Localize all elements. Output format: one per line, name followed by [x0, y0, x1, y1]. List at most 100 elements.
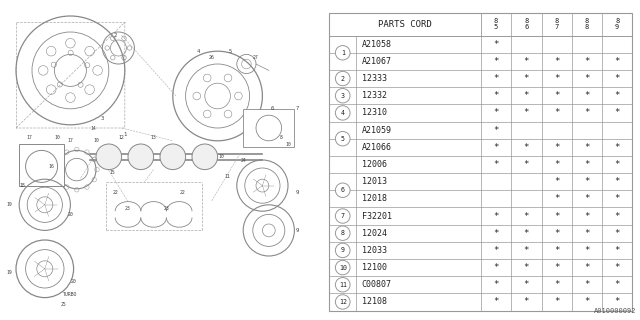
Text: 11: 11 [339, 282, 347, 288]
Text: *: * [493, 143, 499, 152]
Text: *: * [614, 57, 620, 66]
Text: 17: 17 [68, 138, 73, 143]
Text: 9: 9 [296, 189, 300, 195]
Text: *: * [524, 297, 529, 307]
Text: 6: 6 [270, 106, 274, 111]
Text: *: * [524, 246, 529, 255]
Text: 18: 18 [20, 183, 25, 188]
Text: *: * [554, 280, 559, 289]
Text: 16: 16 [49, 164, 54, 169]
Text: 12310: 12310 [362, 108, 387, 117]
Circle shape [335, 89, 350, 103]
Circle shape [335, 260, 350, 275]
Text: 12024: 12024 [362, 229, 387, 238]
Text: *: * [554, 194, 559, 203]
Text: 23: 23 [125, 205, 131, 211]
Text: *: * [554, 143, 559, 152]
Text: *: * [524, 229, 529, 238]
Text: *: * [524, 263, 529, 272]
Circle shape [335, 183, 350, 197]
Text: *: * [554, 91, 559, 100]
Text: 8
5: 8 5 [494, 18, 498, 30]
Text: 12332: 12332 [362, 91, 387, 100]
Text: *: * [614, 143, 620, 152]
Text: *: * [493, 229, 499, 238]
Text: 5: 5 [228, 49, 232, 54]
Text: 14: 14 [90, 125, 95, 131]
Text: *: * [614, 246, 620, 255]
Text: *: * [493, 280, 499, 289]
Text: 6: 6 [340, 187, 345, 193]
Text: *: * [614, 177, 620, 186]
Text: 10: 10 [218, 154, 223, 159]
Text: 22: 22 [180, 189, 185, 195]
Text: A21066: A21066 [362, 143, 392, 152]
Circle shape [335, 226, 350, 240]
Text: *: * [614, 212, 620, 220]
Text: 9: 9 [340, 247, 345, 253]
Text: 20: 20 [71, 279, 76, 284]
Text: *: * [554, 297, 559, 307]
Text: *: * [554, 246, 559, 255]
Text: *: * [614, 194, 620, 203]
Text: *: * [524, 143, 529, 152]
Text: *: * [554, 160, 559, 169]
Text: *: * [614, 229, 620, 238]
Circle shape [335, 132, 350, 146]
Text: 12013: 12013 [362, 177, 387, 186]
Text: *: * [584, 108, 589, 117]
Text: *: * [493, 212, 499, 220]
Text: 25: 25 [61, 301, 67, 307]
Circle shape [160, 144, 186, 170]
Text: *: * [493, 263, 499, 272]
Text: *: * [524, 108, 529, 117]
Text: *: * [524, 91, 529, 100]
Text: *: * [493, 91, 499, 100]
Text: *: * [584, 143, 589, 152]
Text: *: * [614, 280, 620, 289]
Bar [19, 144, 64, 186]
Text: PARTS CORD: PARTS CORD [378, 20, 432, 28]
Text: *: * [554, 74, 559, 83]
Circle shape [96, 144, 122, 170]
Text: *: * [584, 212, 589, 220]
Text: 4: 4 [340, 110, 345, 116]
Circle shape [335, 106, 350, 120]
Text: *: * [584, 74, 589, 83]
Text: 22: 22 [113, 189, 118, 195]
Text: *: * [614, 91, 620, 100]
Text: 10: 10 [285, 141, 291, 147]
Text: *: * [584, 194, 589, 203]
Text: *: * [524, 160, 529, 169]
Text: 10: 10 [55, 135, 60, 140]
Text: *: * [493, 40, 499, 49]
Text: 23: 23 [164, 205, 169, 211]
Text: *: * [614, 263, 620, 272]
Text: C00807: C00807 [362, 280, 392, 289]
Text: *: * [524, 74, 529, 83]
Text: 10: 10 [339, 265, 347, 271]
Text: 8: 8 [280, 135, 283, 140]
Text: 12033: 12033 [362, 246, 387, 255]
Text: 8
6: 8 6 [524, 18, 529, 30]
Text: *: * [584, 246, 589, 255]
Text: TURBO: TURBO [63, 292, 77, 297]
Bar [243, 109, 294, 147]
Text: 2: 2 [113, 33, 117, 38]
Text: 27: 27 [253, 55, 259, 60]
Text: 8
9: 8 9 [615, 18, 620, 30]
Text: 1: 1 [340, 50, 345, 56]
Text: 13: 13 [151, 135, 156, 140]
Text: *: * [584, 229, 589, 238]
Text: 26: 26 [209, 55, 214, 60]
Text: *: * [493, 57, 499, 66]
Text: *: * [554, 57, 559, 66]
Text: A21059: A21059 [362, 125, 392, 135]
Text: 8: 8 [340, 230, 345, 236]
Bar [330, 12, 632, 36]
Text: 10: 10 [93, 138, 99, 143]
Text: 15: 15 [109, 170, 115, 175]
Text: *: * [493, 125, 499, 135]
Text: 7: 7 [340, 213, 345, 219]
Text: *: * [584, 280, 589, 289]
